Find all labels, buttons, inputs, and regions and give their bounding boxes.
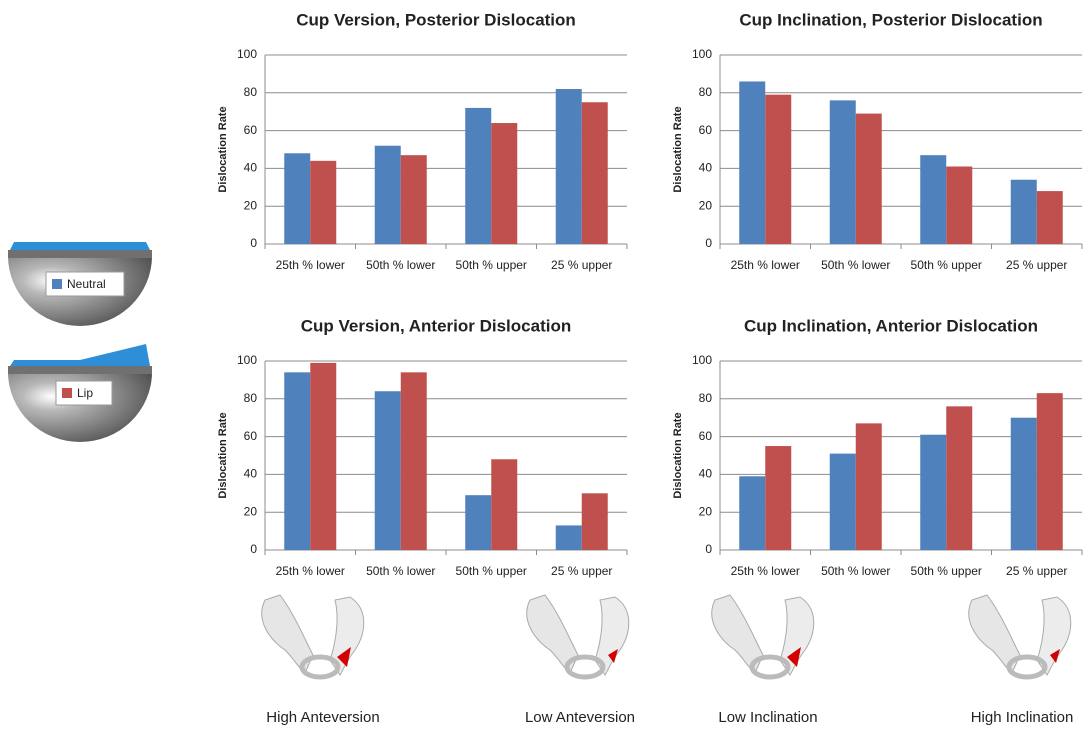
y-tick-label: 60: [699, 123, 713, 137]
bar: [856, 114, 882, 244]
charts: Neutral Lip Cup Version, Posterior Disloca…: [0, 0, 1083, 747]
pelvis: [527, 595, 629, 677]
pelvis: [262, 595, 364, 677]
x-tick-label: 25 % upper: [1006, 564, 1067, 578]
x-tick-label: 50th % lower: [821, 258, 890, 272]
y-tick-label: 80: [244, 391, 258, 405]
y-tick-label: 100: [692, 47, 712, 61]
y-axis-label: Dislocation Rate: [672, 106, 684, 192]
pelvis-images: [262, 595, 1071, 677]
bar: [401, 372, 427, 550]
bar: [739, 476, 765, 550]
bar: [920, 155, 946, 244]
bar: [582, 102, 608, 244]
y-tick-label: 60: [244, 429, 258, 443]
bar: [401, 155, 427, 244]
y-tick-label: 100: [237, 353, 257, 367]
bar: [856, 423, 882, 550]
y-tick-label: 60: [699, 429, 713, 443]
caption: Low Inclination: [698, 707, 838, 728]
caption: Low Anteversion: [510, 707, 650, 728]
legend-label: Lip: [77, 386, 93, 400]
x-tick-label: 50th % upper: [456, 564, 527, 578]
chart-title: Cup Version, Posterior Dislocation: [296, 10, 576, 29]
bar: [375, 146, 401, 244]
x-tick-label: 50th % lower: [366, 258, 435, 272]
y-tick-label: 60: [244, 123, 258, 137]
bar: [582, 493, 608, 550]
y-tick-label: 20: [699, 198, 713, 212]
y-tick-label: 0: [705, 542, 712, 556]
caption: High Inclination: [952, 707, 1083, 728]
chart-title: Cup Version, Anterior Dislocation: [301, 316, 571, 335]
y-tick-label: 100: [237, 47, 257, 61]
x-tick-label: 25 % upper: [551, 258, 612, 272]
y-axis-label: Dislocation Rate: [217, 412, 229, 498]
bar: [556, 525, 582, 550]
bar: [946, 406, 972, 550]
y-axis-label: Dislocation Rate: [672, 412, 684, 498]
bar: [739, 81, 765, 244]
y-tick-label: 100: [692, 353, 712, 367]
y-axis-label: Dislocation Rate: [217, 106, 229, 192]
bar: [830, 454, 856, 550]
figure: Neutral Lip Cup Version, Posterior Disloca…: [0, 0, 1083, 747]
y-tick-label: 80: [699, 85, 713, 99]
x-tick-label: 25th % lower: [276, 564, 345, 578]
bar: [465, 495, 491, 550]
y-tick-label: 80: [699, 391, 713, 405]
x-tick-label: 50th % upper: [911, 564, 982, 578]
bar: [284, 153, 310, 244]
y-tick-label: 40: [244, 467, 258, 481]
x-tick-label: 25th % lower: [731, 564, 800, 578]
chart-title: Cup Inclination, Posterior Dislocation: [739, 10, 1042, 29]
bar: [830, 100, 856, 244]
y-tick-label: 20: [699, 504, 713, 518]
x-tick-label: 50th % upper: [911, 258, 982, 272]
bar: [1037, 191, 1063, 244]
bar: [1011, 418, 1037, 550]
bar: [765, 446, 791, 550]
y-tick-label: 0: [250, 542, 257, 556]
x-tick-label: 50th % lower: [366, 564, 435, 578]
x-tick-label: 25 % upper: [1006, 258, 1067, 272]
bar: [284, 372, 310, 550]
bar: [920, 435, 946, 550]
y-tick-label: 0: [250, 236, 257, 250]
bar: [310, 363, 336, 550]
y-tick-label: 20: [244, 504, 258, 518]
x-tick-label: 50th % lower: [821, 564, 890, 578]
pelvis: [712, 595, 814, 677]
chart-title: Cup Inclination, Anterior Dislocation: [744, 316, 1038, 335]
x-tick-label: 25th % lower: [731, 258, 800, 272]
bar: [375, 391, 401, 550]
x-tick-label: 25 % upper: [551, 564, 612, 578]
y-tick-label: 40: [244, 161, 258, 175]
bar: [946, 167, 972, 244]
bar: [765, 95, 791, 244]
y-tick-label: 40: [699, 467, 713, 481]
bar: [491, 459, 517, 550]
bar: [556, 89, 582, 244]
legend-label: Neutral: [67, 277, 106, 291]
caption: High Anteversion: [253, 707, 393, 728]
y-tick-label: 0: [705, 236, 712, 250]
y-tick-label: 20: [244, 198, 258, 212]
x-tick-label: 50th % upper: [456, 258, 527, 272]
bar: [491, 123, 517, 244]
pelvis: [969, 595, 1071, 677]
y-tick-label: 80: [244, 85, 258, 99]
x-tick-label: 25th % lower: [276, 258, 345, 272]
bar: [1011, 180, 1037, 244]
bar: [1037, 393, 1063, 550]
bar: [465, 108, 491, 244]
y-tick-label: 40: [699, 161, 713, 175]
bar: [310, 161, 336, 244]
